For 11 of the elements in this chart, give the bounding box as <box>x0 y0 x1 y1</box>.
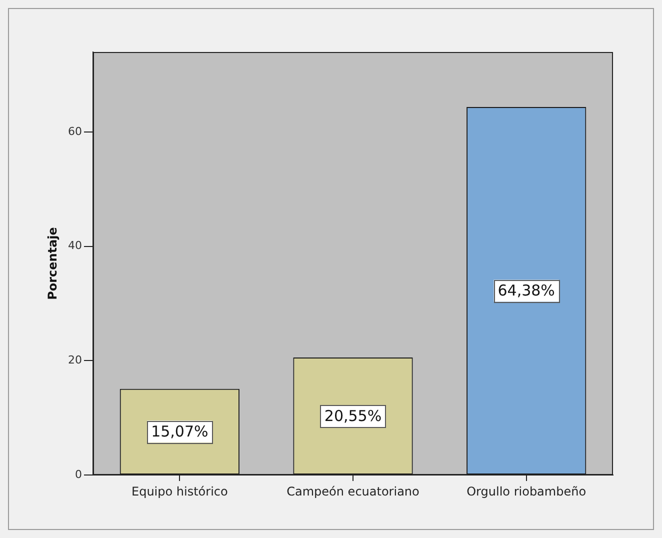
y-tick-label: 40 <box>68 239 82 252</box>
y-tick-label: 20 <box>68 354 82 367</box>
y-tick-label: 0 <box>75 468 82 481</box>
y-axis-title: Porcentaje <box>45 227 60 300</box>
data-label: 20,55% <box>324 406 382 425</box>
data-label: 15,07% <box>151 422 208 441</box>
x-tick-label: Equipo histórico <box>131 484 228 498</box>
y-tick-label: 60 <box>68 124 82 138</box>
x-tick-label: Campeón ecuatoriano <box>286 484 420 498</box>
data-label: 64,38% <box>498 282 555 300</box>
x-tick-label: Orgullo riobambeño <box>466 484 586 498</box>
